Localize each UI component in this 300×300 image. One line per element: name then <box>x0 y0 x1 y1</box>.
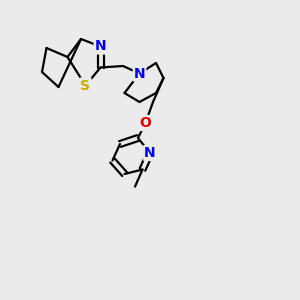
Text: N: N <box>144 146 156 160</box>
Text: O: O <box>140 116 152 130</box>
Text: N: N <box>95 40 106 53</box>
Text: N: N <box>134 67 145 80</box>
Text: S: S <box>80 79 91 92</box>
